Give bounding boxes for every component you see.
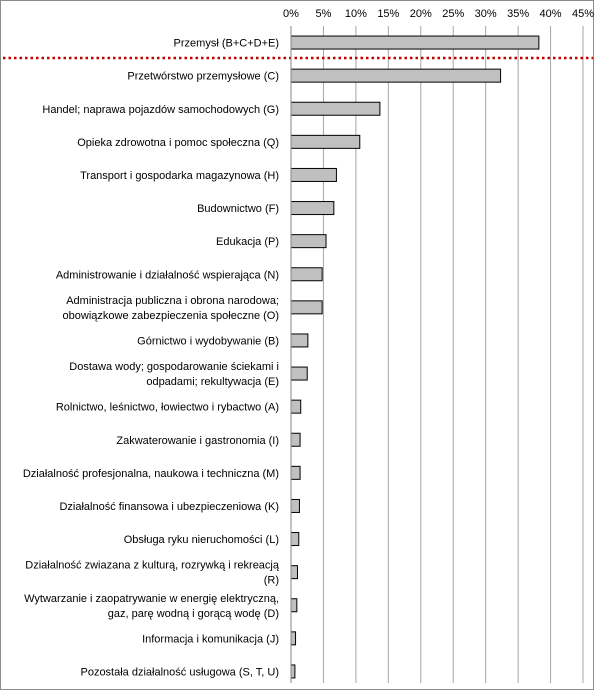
category-label: Działalność finansowa i ubezpieczeniowa … (59, 501, 279, 513)
x-tick-label: 5% (315, 8, 331, 20)
category-label: Przemysł (B+C+D+E) (174, 38, 279, 50)
bar (290, 498, 300, 513)
category-label: (R) (264, 575, 279, 587)
bar (290, 333, 309, 348)
bar (290, 267, 323, 282)
bar (290, 134, 361, 149)
bar (290, 101, 381, 116)
category-label: Wytwarzanie i zaopatrywanie w energię el… (24, 593, 279, 605)
x-tick-label: 25% (442, 8, 464, 20)
bar (290, 565, 298, 580)
category-label: Górnictwo i wydobywanie (B) (137, 335, 279, 347)
category-label: obowiązkowe zabezpieczenia społeczne (O) (63, 310, 279, 322)
x-tick-label: 45% (572, 8, 594, 20)
bar (290, 35, 540, 50)
gridlines (322, 26, 584, 683)
category-label: Budownictwo (F) (197, 203, 279, 215)
category-label: gaz, parę wodną i gorącą wodę (D) (108, 608, 279, 620)
category-label: Handel; naprawa pojazdów samochodowych (… (42, 104, 279, 116)
bar (290, 631, 297, 646)
x-tick-label: 10% (345, 8, 367, 20)
category-label: Administrowanie i działalność wspierając… (56, 269, 279, 281)
category-label: Informacja i komunikacja (J) (142, 633, 279, 645)
category-label: Pozostała działalność usługowa (S, T, U) (80, 666, 279, 678)
category-label: Dostawa wody; gospodarowanie ściekami i (69, 361, 279, 373)
category-label: Zakwaterowanie i gastronomia (I) (116, 435, 279, 447)
bar (290, 68, 502, 83)
category-label: Rolnictwo, leśnictwo, łowiectwo i rybact… (56, 402, 279, 414)
bars (290, 35, 540, 679)
bar (290, 167, 337, 182)
category-labels: Przemysł (B+C+D+E) Przetwórstwo przemysło… (23, 38, 280, 679)
category-label: Transport i gospodarka magazynowa (H) (80, 170, 279, 182)
bar (290, 366, 308, 381)
x-tick-label: 30% (475, 8, 497, 20)
x-tick-label: 40% (540, 8, 562, 20)
category-label: Działalność profesjonalna, naukowa i tec… (23, 468, 279, 480)
category-label: Administracja publiczna i obrona narodow… (66, 295, 279, 307)
x-axis-ticks: 0% 5% 10% 15% 20% 25% 30% 35% 40% 45% (283, 8, 594, 20)
category-label: Obsługa ryku nieruchomości (L) (124, 534, 279, 546)
category-label: Działalność zwiazana z kulturą, rozrywką… (25, 560, 280, 572)
bar (290, 664, 296, 679)
bar (290, 532, 300, 547)
category-label: Opieka zdrowotna i pomoc społeczna (Q) (77, 137, 279, 149)
bar (290, 432, 301, 447)
x-tick-label: 35% (507, 8, 529, 20)
bar (290, 201, 335, 216)
bar (290, 465, 301, 480)
category-label: Przetwórstwo przemysłowe (C) (127, 71, 279, 83)
x-tick-label: 20% (410, 8, 432, 20)
bar (290, 598, 298, 613)
x-tick-label: 15% (377, 8, 399, 20)
bar (290, 234, 327, 249)
bar (290, 300, 323, 315)
category-label: Edukacja (P) (216, 236, 279, 248)
x-tick-label: 0% (283, 8, 299, 20)
bar (290, 399, 302, 414)
category-label: odpadami; rekultywacja (E) (146, 376, 279, 388)
